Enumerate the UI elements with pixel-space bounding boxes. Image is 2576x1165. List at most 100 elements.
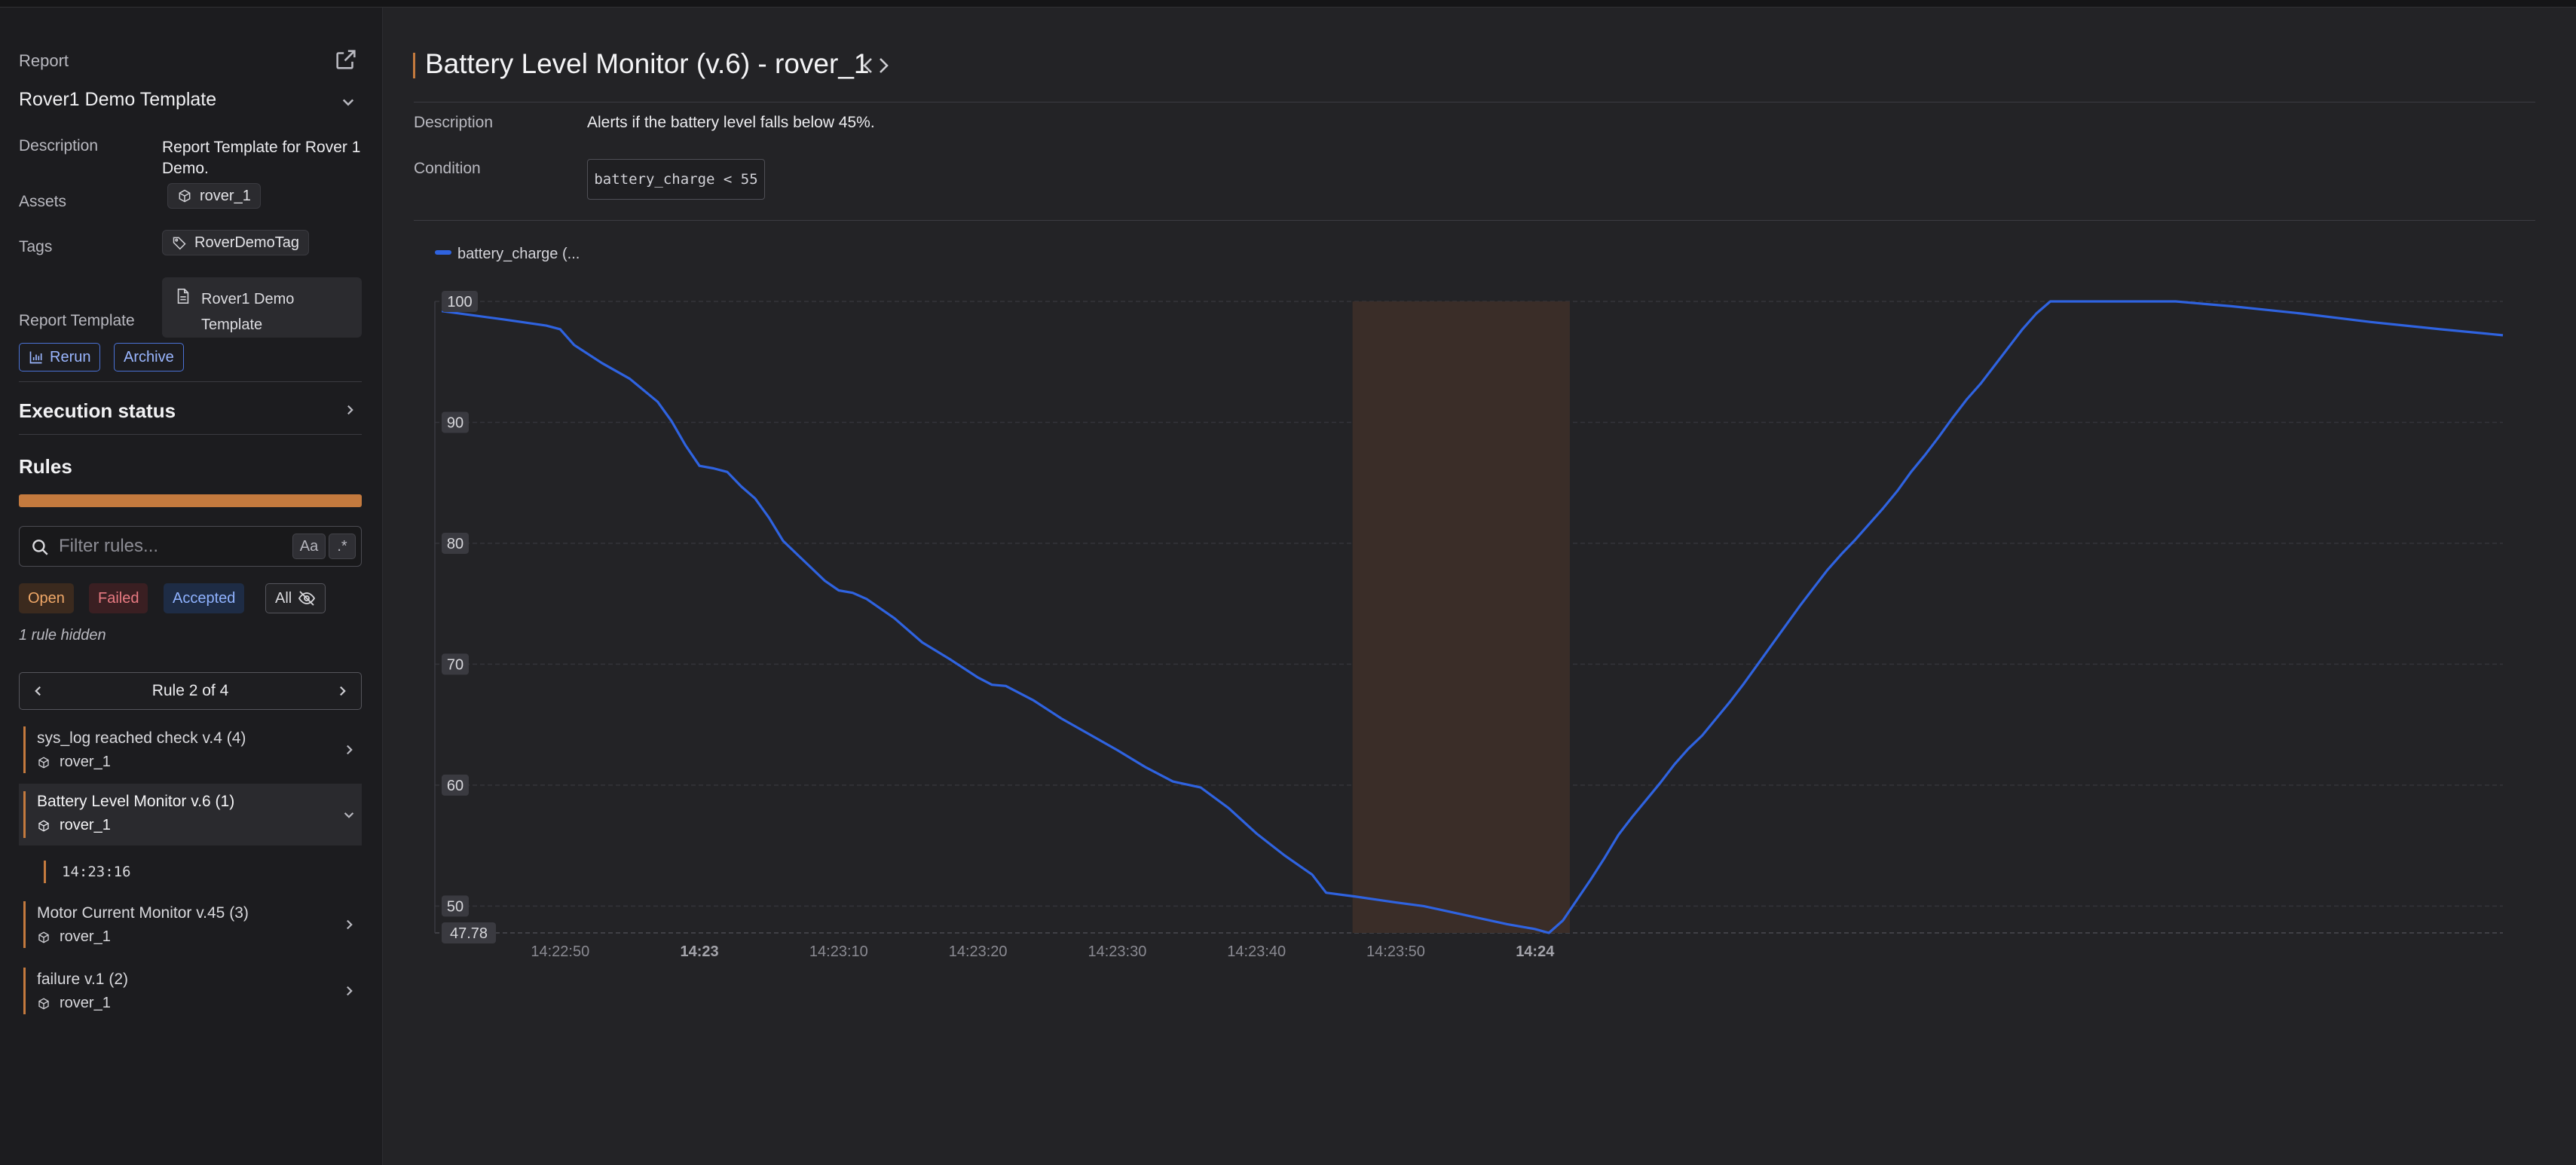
- chart-legend[interactable]: battery_charge (...: [435, 246, 580, 262]
- rule-item[interactable]: failure v.1 (2) rover_1: [19, 960, 362, 1022]
- code-icon[interactable]: [861, 53, 891, 78]
- status-filter-all-label: All: [275, 589, 292, 607]
- chevron-right-icon[interactable]: [339, 740, 359, 760]
- filter-rules-field[interactable]: Aa .*: [19, 526, 362, 567]
- status-filter-failed[interactable]: Failed: [89, 583, 148, 613]
- y-tick-label: 90: [447, 414, 463, 431]
- battery-chart[interactable]: battery_charge (... 100 90 80 70 60 50 47.78 1…: [414, 226, 2535, 980]
- occurrence-status-bar: [44, 861, 46, 883]
- description-label: Description: [19, 137, 99, 154]
- title-accent-bar: [413, 53, 415, 78]
- rule-asset-label: rover_1: [60, 817, 111, 833]
- chevron-left-icon[interactable]: [29, 681, 48, 701]
- cube-icon: [38, 756, 49, 769]
- chevron-right-icon[interactable]: [332, 681, 352, 701]
- y-tick-label: 100: [447, 294, 472, 310]
- cube-icon: [38, 997, 49, 1010]
- report-template-link[interactable]: Rover1 Demo Template: [162, 277, 362, 338]
- y-tick-label: 80: [447, 536, 463, 552]
- filter-rules-input[interactable]: [59, 533, 300, 560]
- open-external-icon[interactable]: [333, 47, 359, 72]
- chevron-right-icon[interactable]: [339, 981, 359, 1001]
- asset-chip-label: rover_1: [200, 187, 251, 204]
- rule-status-bar: [23, 901, 26, 948]
- y-tick-label: 47.78: [450, 925, 488, 942]
- document-icon: [177, 289, 189, 304]
- legend-label: battery_charge (...: [457, 246, 580, 262]
- regex-toggle[interactable]: .*: [329, 534, 356, 559]
- status-filter-accepted[interactable]: Accepted: [164, 583, 245, 613]
- rule-item[interactable]: Motor Current Monitor v.45 (3) rover_1: [19, 894, 362, 956]
- chevron-right-icon[interactable]: [340, 400, 359, 420]
- report-template-value: Rover1 Demo Template: [201, 291, 295, 333]
- archive-label: Archive: [124, 348, 174, 365]
- rule-item-selected[interactable]: Battery Level Monitor v.6 (1) rover_1: [19, 784, 362, 845]
- rule-asset: rover_1: [37, 928, 111, 946]
- rule-description-label: Description: [414, 114, 494, 131]
- y-tick-label-bg: [442, 411, 469, 433]
- series-line-battery_charge: [441, 300, 2504, 934]
- chevron-right-icon[interactable]: [339, 915, 359, 934]
- rule-asset-label: rover_1: [60, 995, 111, 1011]
- status-filter-open[interactable]: Open: [19, 583, 74, 613]
- rule-description-value: Alerts if the battery level falls below …: [587, 114, 875, 131]
- execution-status-heading[interactable]: Execution status: [19, 399, 176, 422]
- match-case-toggle[interactable]: Aa: [292, 534, 326, 559]
- condition-expression: battery_charge < 55: [587, 159, 765, 200]
- rules-heading: Rules: [19, 455, 72, 478]
- legend-swatch: [435, 250, 451, 255]
- cube-icon: [38, 931, 49, 943]
- y-tick-label-bg: [442, 532, 469, 554]
- tag-chip-label: RoverDemoTag: [194, 234, 299, 251]
- report-template-label: Report Template: [19, 312, 135, 329]
- y-tick-label-bg: [442, 895, 469, 917]
- rule-item[interactable]: sys_log reached check v.4 (4) rover_1: [19, 719, 362, 781]
- x-tick-label: 14:23:10: [809, 943, 868, 960]
- y-tick-label: 50: [447, 898, 463, 915]
- tags-label: Tags: [19, 238, 53, 255]
- divider: [414, 220, 2535, 221]
- condition-label: Condition: [414, 160, 481, 177]
- archive-button[interactable]: Archive: [114, 343, 184, 372]
- x-tick-label: 14:23:30: [1088, 943, 1146, 960]
- rerun-label: Rerun: [50, 348, 91, 365]
- rule-asset-label: rover_1: [60, 928, 111, 945]
- hidden-rules-note: 1 rule hidden: [19, 627, 106, 644]
- alert-region: [1352, 301, 1570, 933]
- tag-icon: [173, 237, 186, 250]
- page-title: Battery Level Monitor (v.6) - rover_1: [425, 48, 870, 79]
- pager-label: Rule 2 of 4: [151, 682, 229, 699]
- rule-occurrence[interactable]: 14:23:16: [19, 855, 362, 889]
- status-filter-all[interactable]: All: [265, 583, 326, 613]
- template-title[interactable]: Rover1 Demo Template: [19, 89, 217, 110]
- report-sidebar: Report Rover1 Demo Template Description …: [0, 8, 383, 1165]
- bar-chart-icon: [29, 351, 42, 364]
- rule-name: failure v.1 (2): [37, 971, 128, 988]
- cube-icon: [38, 819, 49, 832]
- rule-asset: rover_1: [37, 754, 111, 771]
- y-tick-label-bg: [442, 291, 478, 312]
- rule-status-bar: [23, 968, 26, 1014]
- rule-name: sys_log reached check v.4 (4): [37, 729, 246, 747]
- y-tick-label-bg: [442, 653, 469, 675]
- rule-name: Motor Current Monitor v.45 (3): [37, 904, 249, 922]
- chevron-down-icon[interactable]: [337, 90, 359, 113]
- x-tick-label: 14:23: [681, 943, 719, 960]
- chevron-down-icon[interactable]: [339, 805, 359, 824]
- cube-icon: [179, 189, 191, 203]
- tag-chip[interactable]: RoverDemoTag: [162, 230, 309, 255]
- rerun-button[interactable]: Rerun: [19, 343, 101, 372]
- report-label: Report: [19, 51, 69, 70]
- asset-chip[interactable]: rover_1: [167, 183, 261, 209]
- assets-label: Assets: [19, 193, 67, 210]
- window-top-strip: [0, 0, 2576, 8]
- rules-progress-bar: [19, 494, 362, 507]
- y-tick-label-bg: [442, 922, 496, 943]
- eye-off-icon: [298, 591, 316, 606]
- rule-status-bar: [23, 726, 26, 773]
- x-tick-label: 14:23:20: [949, 943, 1008, 960]
- search-icon: [32, 540, 48, 555]
- y-tick-label: 70: [447, 656, 463, 673]
- rule-pager: Rule 2 of 4: [19, 672, 362, 710]
- divider: [19, 434, 362, 435]
